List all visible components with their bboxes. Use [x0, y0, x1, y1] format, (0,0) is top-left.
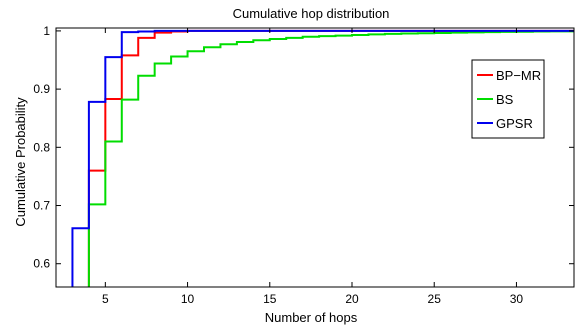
- y-tick-label: 1: [43, 24, 50, 38]
- x-axis-title: Number of hops: [265, 310, 358, 325]
- legend-label-2: GPSR: [496, 116, 533, 131]
- y-axis: 0.6 0.7 0.8 0.9 1: [33, 24, 574, 271]
- y-tick-label: 0.9: [33, 82, 50, 96]
- x-tick-label: 15: [263, 292, 277, 306]
- plot-frame: [55, 27, 575, 288]
- legend: BP−MR BS GPSR: [471, 59, 545, 139]
- x-tick-label: 25: [428, 292, 442, 306]
- y-tick-label: 0.6: [33, 257, 50, 271]
- y-tick-label: 0.7: [33, 199, 50, 213]
- y-axis-title: Cumulative Probability: [13, 97, 28, 227]
- series-layer: [71, 29, 574, 287]
- x-tick-label: 20: [345, 292, 359, 306]
- x-tick-label: 10: [181, 292, 195, 306]
- x-tick-label: 5: [102, 292, 109, 306]
- legend-label-1: BS: [496, 92, 514, 107]
- x-axis: 5 10 15 20 25 30: [102, 28, 523, 306]
- series-line-1: [87, 30, 574, 287]
- legend-label-0: BP−MR: [496, 68, 541, 83]
- chart-title: Cumulative hop distribution: [233, 6, 390, 21]
- series-line-2: [71, 29, 574, 287]
- x-tick-label: 30: [510, 292, 524, 306]
- y-tick-label: 0.8: [33, 140, 50, 154]
